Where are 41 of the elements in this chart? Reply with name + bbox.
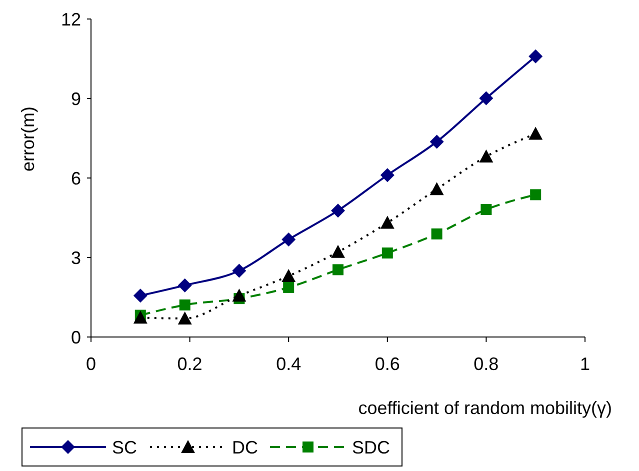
x-axis-title: coefficient of random mobility(γ) bbox=[358, 398, 612, 418]
point bbox=[530, 189, 542, 200]
y-tick-label: 12 bbox=[60, 9, 81, 30]
point bbox=[528, 126, 543, 140]
point bbox=[133, 310, 148, 324]
y-tick-label: 0 bbox=[70, 327, 81, 348]
x-tick-label: 1 bbox=[580, 354, 590, 374]
point bbox=[331, 244, 345, 258]
y-tick-label: 6 bbox=[70, 168, 81, 188]
y-tick-label: 3 bbox=[70, 248, 81, 268]
x-tick-label: 0.8 bbox=[474, 354, 499, 374]
point bbox=[179, 299, 190, 310]
point bbox=[430, 182, 444, 196]
y-axis-title: error(m) bbox=[18, 106, 38, 172]
point bbox=[431, 228, 442, 240]
x-tick-label: 0.6 bbox=[374, 354, 400, 374]
point bbox=[232, 288, 246, 302]
point bbox=[282, 269, 296, 282]
legend-label: SDC bbox=[352, 437, 390, 458]
point bbox=[178, 278, 192, 292]
x-tick-label: 0.2 bbox=[177, 354, 202, 374]
point bbox=[282, 232, 296, 246]
point bbox=[283, 282, 294, 293]
legend-label: DC bbox=[232, 437, 258, 458]
point bbox=[430, 134, 444, 149]
point bbox=[178, 311, 192, 324]
legend-label: SC bbox=[112, 437, 138, 458]
x-tick-label: 0 bbox=[86, 354, 96, 374]
x-tick-label: 0.4 bbox=[276, 354, 302, 374]
point bbox=[479, 150, 494, 163]
point bbox=[479, 91, 494, 106]
point bbox=[332, 264, 344, 276]
point bbox=[480, 204, 492, 216]
point bbox=[331, 204, 345, 218]
point bbox=[232, 264, 246, 278]
point bbox=[382, 247, 393, 258]
point bbox=[380, 216, 394, 229]
point bbox=[380, 168, 394, 182]
y-tick-label: 9 bbox=[70, 88, 81, 109]
point bbox=[133, 288, 148, 303]
point bbox=[528, 49, 543, 64]
